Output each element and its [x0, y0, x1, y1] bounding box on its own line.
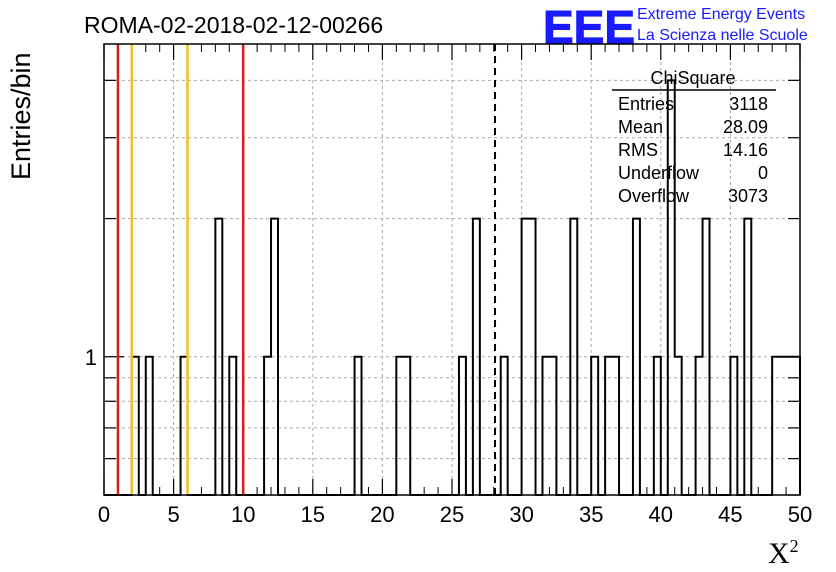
x-tick-label: 25	[440, 502, 464, 527]
stats-label: Mean	[618, 117, 663, 137]
x-tick-label: 35	[579, 502, 603, 527]
chart-title: ROMA-02-2018-02-12-00266	[84, 12, 383, 38]
x-tick-label: 20	[370, 502, 394, 527]
stats-value: 0	[758, 163, 768, 183]
x-axis-title: X2	[768, 536, 799, 570]
stats-label: RMS	[618, 140, 658, 160]
x-tick-label: 0	[98, 502, 110, 527]
stats-value: 14.16	[723, 140, 768, 160]
logo-line-2: La Scienza nelle Scuole	[637, 27, 808, 44]
y-axis-title: Entries/bin	[6, 52, 36, 180]
plot-frame	[103, 43, 801, 496]
x-tick-label: 50	[788, 502, 812, 527]
x-tick-label: 5	[167, 502, 179, 527]
reference-lines	[116, 44, 497, 495]
logo-line-1: Extreme Energy Events	[637, 6, 805, 23]
y-tick-label: 1	[85, 345, 97, 370]
stats-rows: Entries 3118 Mean 28.09 RMS 14.16 Underflow 0 Ov…	[618, 94, 768, 206]
eee-logo: EEE Extreme Energy Events La Scienza nel…	[543, 1, 808, 54]
stats-value: 28.09	[723, 117, 768, 137]
x-tick-label: 10	[231, 502, 255, 527]
x-tick-label: 40	[649, 502, 673, 527]
stats-value: 3118	[729, 94, 768, 114]
x-tick-labels: 0 5 10 15 20 25 30 35 40 45 50	[98, 502, 812, 527]
stats-label: Underflow	[618, 163, 700, 183]
stats-box: ChiSquare Entries 3118 Mean 28.09 RMS 14.16 Un…	[612, 68, 776, 206]
stats-label: Overflow	[618, 186, 690, 206]
x-tick-label: 30	[509, 502, 533, 527]
grid-lines	[104, 44, 800, 495]
y-tick-labels: 1	[85, 345, 97, 370]
logo-mark: EEE	[543, 1, 635, 53]
stats-value: 3073	[728, 186, 768, 206]
x-tick-label: 45	[718, 502, 742, 527]
stats-label: Entries	[618, 94, 674, 114]
stats-title: ChiSquare	[650, 68, 735, 88]
x-tick-label: 15	[301, 502, 325, 527]
